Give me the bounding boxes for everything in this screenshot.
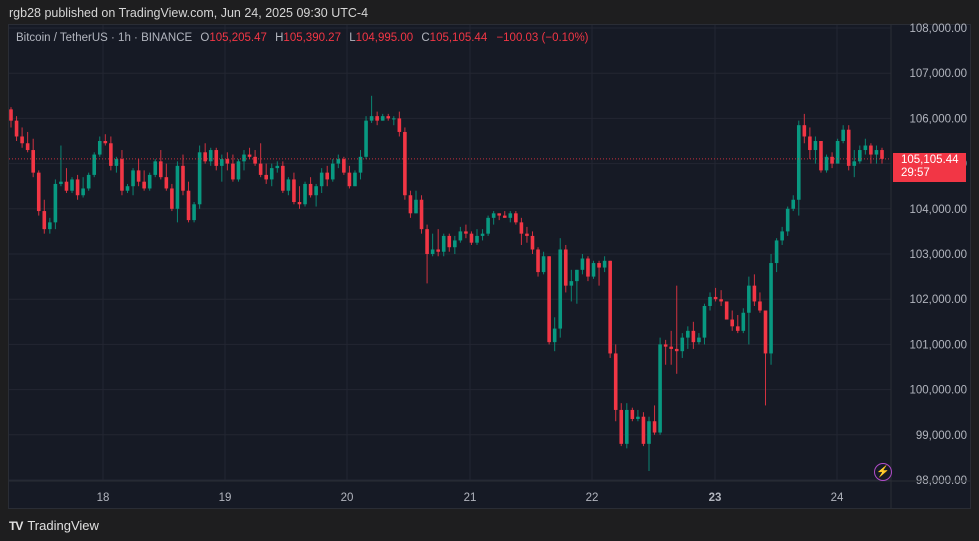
- price-axis-label: 99,000.00: [916, 430, 967, 442]
- tradingview-logo-icon: TV: [9, 518, 23, 533]
- bar-countdown: 29:57: [901, 167, 930, 179]
- open-label: O: [200, 32, 210, 44]
- price-axis-label: 103,000.00: [909, 249, 967, 261]
- price-axis-label: 107,000.00: [909, 68, 967, 80]
- price-axis-label: 108,000.00: [909, 23, 967, 35]
- time-axis-label: 20: [341, 492, 354, 504]
- time-axis-label: 21: [464, 492, 477, 504]
- low-label: L: [349, 32, 356, 44]
- lightning-bolt-icon[interactable]: ⚡: [874, 463, 892, 481]
- change-value: −100.03 (−0.10%): [496, 32, 589, 44]
- time-axis-label: 18: [97, 492, 110, 504]
- high-label: H: [275, 32, 284, 44]
- close-label: C: [421, 32, 430, 44]
- brand-name: TradingView: [27, 518, 99, 533]
- published-caption: rgb28 published on TradingView.com, Jun …: [9, 6, 369, 20]
- price-axis-label: 104,000.00: [909, 204, 967, 216]
- price-axis-label: 102,000.00: [909, 294, 967, 306]
- open-value: 105,205.47: [209, 32, 267, 44]
- low-value: 104,995.00: [355, 32, 414, 44]
- symbol-title[interactable]: Bitcoin / TetherUS · 1h · BINANCE: [16, 32, 193, 44]
- symbol-legend: Bitcoin / TetherUS · 1h · BINANCE O105,2…: [16, 32, 589, 44]
- time-axis-label: 23: [709, 492, 722, 504]
- price-axis-label: 101,000.00: [909, 339, 967, 351]
- last-price: 105,105.44: [901, 154, 959, 166]
- close-value: 105,105.44: [429, 32, 488, 44]
- time-axis-label: 19: [219, 492, 232, 504]
- price-axis-label: 106,000.00: [909, 113, 967, 125]
- high-value: 105,390.27: [283, 32, 341, 44]
- chart-frame[interactable]: [8, 24, 971, 509]
- last-price-tag: 105,105.44 29:57: [893, 153, 966, 182]
- tradingview-brand[interactable]: TV TradingView: [9, 518, 99, 533]
- time-axis-label: 24: [831, 492, 844, 504]
- price-axis-label: 100,000.00: [909, 385, 967, 397]
- time-axis-label: 22: [586, 492, 599, 504]
